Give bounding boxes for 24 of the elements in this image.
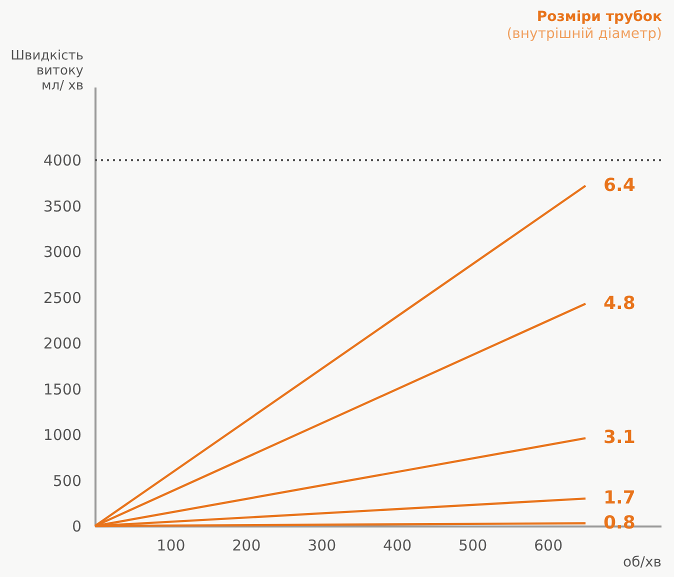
series-label: 6.4 — [604, 174, 636, 196]
series-label: 1.7 — [604, 488, 636, 509]
text: (внутрішній діаметр) — [506, 26, 662, 42]
x-tick-label: 300 — [308, 536, 336, 554]
y-tick-label: 500 — [52, 472, 82, 490]
legend-title: Розміри трубок — [536, 9, 662, 25]
y-tick-label: 1000 — [43, 426, 82, 444]
x-tick-label: 500 — [458, 536, 488, 554]
y-axis-title: Швидкість витоку мл/ хв — [10, 48, 84, 94]
x-tick-label: 100 — [156, 536, 186, 554]
x-tick-label: 600 — [534, 536, 563, 554]
x-tick-label: 200 — [232, 536, 261, 554]
series-label: 4.8 — [604, 292, 636, 314]
x-tick-label: 400 — [383, 536, 412, 554]
y-tick-label: 3500 — [43, 197, 82, 216]
x-axis-title: об/хв — [623, 554, 662, 570]
y-tick-label: 2500 — [43, 288, 82, 307]
y-tick-label: 0 — [72, 518, 82, 536]
y-tick-label: 3000 — [43, 243, 82, 262]
y-tick-label: 4000 — [43, 152, 82, 170]
y-tick-label: 1500 — [43, 380, 82, 398]
y-tick-label: 2000 — [43, 334, 82, 353]
series-label: 0.8 — [604, 512, 636, 534]
series-label: 3.1 — [604, 427, 636, 448]
